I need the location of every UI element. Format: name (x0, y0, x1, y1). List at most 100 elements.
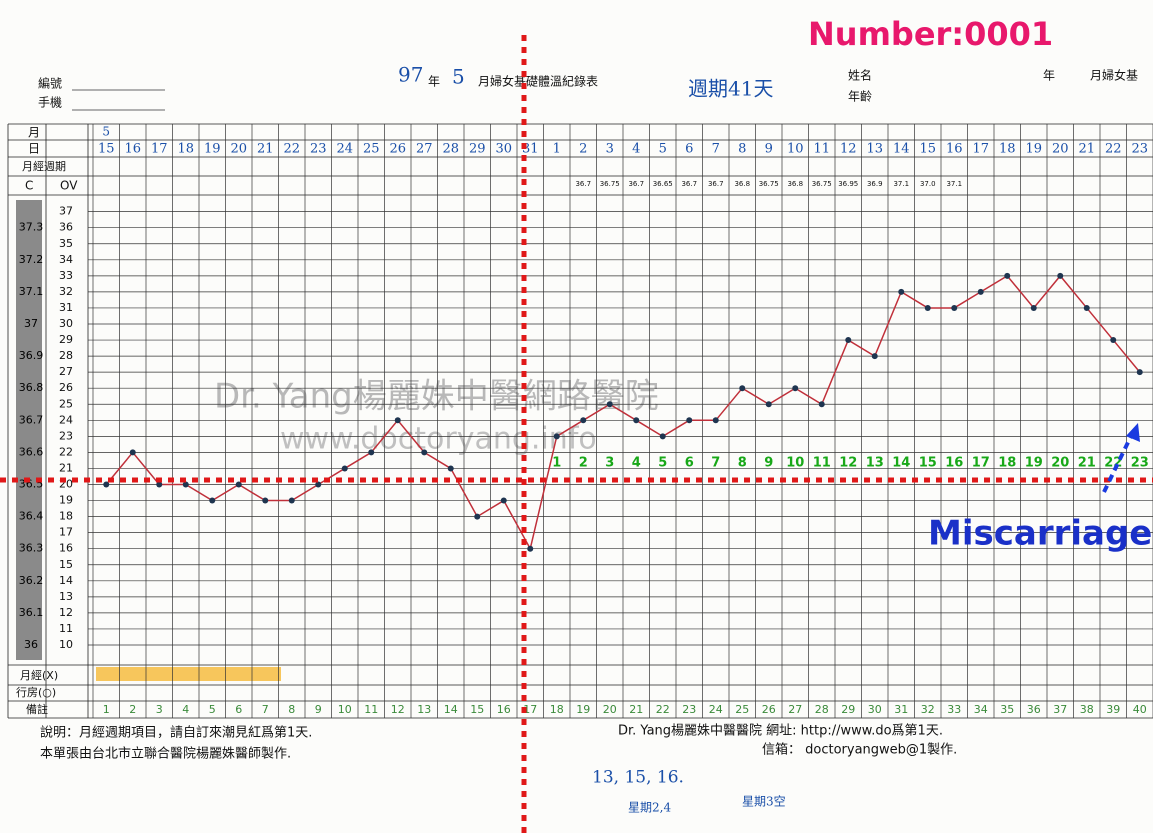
row-label: 月 (28, 126, 40, 140)
temperature-point (262, 497, 269, 504)
notes-cell: 17 (523, 703, 537, 716)
y2-tick-label: 36.4 (19, 510, 44, 523)
ov-note: 37.1 (893, 180, 909, 188)
notes-cell: 28 (815, 703, 829, 716)
notes-cell: 22 (656, 703, 670, 716)
right-year-label: 年 (1043, 69, 1055, 83)
ov-note: 36.9 (867, 180, 883, 188)
y2-tick-label: 36.8 (19, 381, 44, 394)
cycle-day: 6 (685, 456, 694, 471)
x-tick-label: 20 (230, 142, 247, 157)
temperature-point (527, 545, 534, 552)
x-tick-label: 15 (919, 142, 936, 157)
temperature-point (315, 481, 322, 488)
x-tick-label: 6 (685, 142, 693, 157)
y-tick-label: 19 (59, 494, 73, 507)
temperature-point (712, 417, 719, 424)
ov-note: 36.75 (759, 180, 779, 188)
cycle-day: 11 (813, 456, 831, 471)
notes-cell: 10 (338, 703, 352, 716)
footer-text: 說明：月經週期項目，請自訂來潮見紅爲第1天. (40, 725, 312, 741)
x-tick-label: 3 (606, 142, 614, 157)
notes-cell: 14 (444, 703, 458, 716)
cycle-day: 7 (711, 456, 720, 471)
y-tick-label: 35 (59, 237, 73, 250)
y-tick-label: 16 (59, 542, 73, 555)
x-tick-label: 12 (840, 142, 857, 157)
row-label: 月經(X) (20, 668, 58, 682)
y-tick-label: 17 (59, 526, 73, 539)
notes-cell: 12 (391, 703, 405, 716)
y2-tick-label: 37.1 (19, 285, 44, 298)
handwritten-note: 13, 15, 16. (592, 768, 684, 788)
x-tick-label: 13 (866, 142, 883, 157)
ov-note: 37.1 (946, 180, 962, 188)
temperature-line (105, 274, 1141, 551)
y-tick-label: 34 (59, 253, 73, 266)
cycle-day: 5 (658, 456, 667, 471)
y-tick-label: 26 (59, 381, 73, 394)
temperature-point (341, 465, 348, 472)
temperature-point (1136, 369, 1143, 376)
x-tick-label: 26 (389, 142, 406, 157)
cycle-day: 2 (579, 456, 588, 471)
temperature-point (580, 417, 587, 424)
year: 97 (398, 63, 423, 87)
footer-text: 本單張由台北市立聯合醫院楊麗姝醫師製作. (40, 746, 291, 762)
notes-cell: 9 (315, 703, 322, 716)
notes-cell: 2 (129, 703, 136, 716)
x-tick-label: 16 (946, 142, 963, 157)
cycle-day: 15 (919, 456, 937, 471)
temperature-point (421, 449, 428, 456)
y2-tick-label: 36.7 (19, 413, 44, 426)
cycle-day: 17 (972, 456, 990, 471)
right-title: 月婦女基 (1090, 68, 1138, 83)
month: 5 (452, 65, 465, 89)
y-tick-label: 23 (59, 429, 73, 442)
cycle-day: 21 (1078, 456, 1096, 471)
cycle-day: 8 (738, 456, 747, 471)
x-tick-label: 29 (469, 142, 486, 157)
cycle-day: 19 (1025, 456, 1043, 471)
ov-note: 36.75 (600, 180, 620, 188)
notes-cell: 13 (417, 703, 431, 716)
notes-cell: 33 (947, 703, 961, 716)
notes-cell: 27 (788, 703, 802, 716)
temperature-point (103, 481, 110, 488)
footer-text: Dr. Yang楊麗姝中醫醫院 網址: http://www.do爲第1天. (618, 723, 943, 739)
notes-cell: 11 (364, 703, 378, 716)
ov-note: 36.95 (838, 180, 858, 188)
ov-note: 36.7 (681, 180, 697, 188)
cycle-day: 13 (866, 456, 884, 471)
cycle-day: 4 (632, 456, 641, 471)
x-tick-label: 17 (972, 142, 989, 157)
y2-tick-label: 36.6 (19, 445, 44, 458)
y-tick-label: 24 (59, 413, 73, 426)
notes-cell: 25 (735, 703, 749, 716)
temperature-point (500, 497, 507, 504)
year-label: 年 (428, 75, 440, 89)
x-tick-label: 25 (363, 142, 380, 157)
x-tick-label: 19 (1025, 142, 1042, 157)
name-label: 姓名 (848, 68, 872, 83)
y-tick-label: 18 (59, 510, 73, 523)
notes-cell: 1 (103, 703, 110, 716)
notes-cell: 36 (1027, 703, 1041, 716)
temperature-point (606, 401, 613, 408)
arrow-head (1126, 423, 1140, 442)
ov-note: 36.65 (653, 180, 673, 188)
temperature-point (1004, 272, 1011, 279)
notes-cell: 21 (629, 703, 643, 716)
notes-cell: 29 (841, 703, 855, 716)
x-tick-label: 23 (310, 142, 327, 157)
row-label: 行房(○) (16, 686, 56, 699)
y-tick-label: 15 (59, 558, 73, 571)
y-tick-label: 10 (59, 638, 73, 651)
temperature-point (659, 433, 666, 440)
handwritten-note: 星期3空 (742, 795, 786, 809)
x-tick-label: 21 (1078, 142, 1095, 157)
y-tick-label: 14 (59, 574, 73, 587)
notes-cell: 26 (762, 703, 776, 716)
